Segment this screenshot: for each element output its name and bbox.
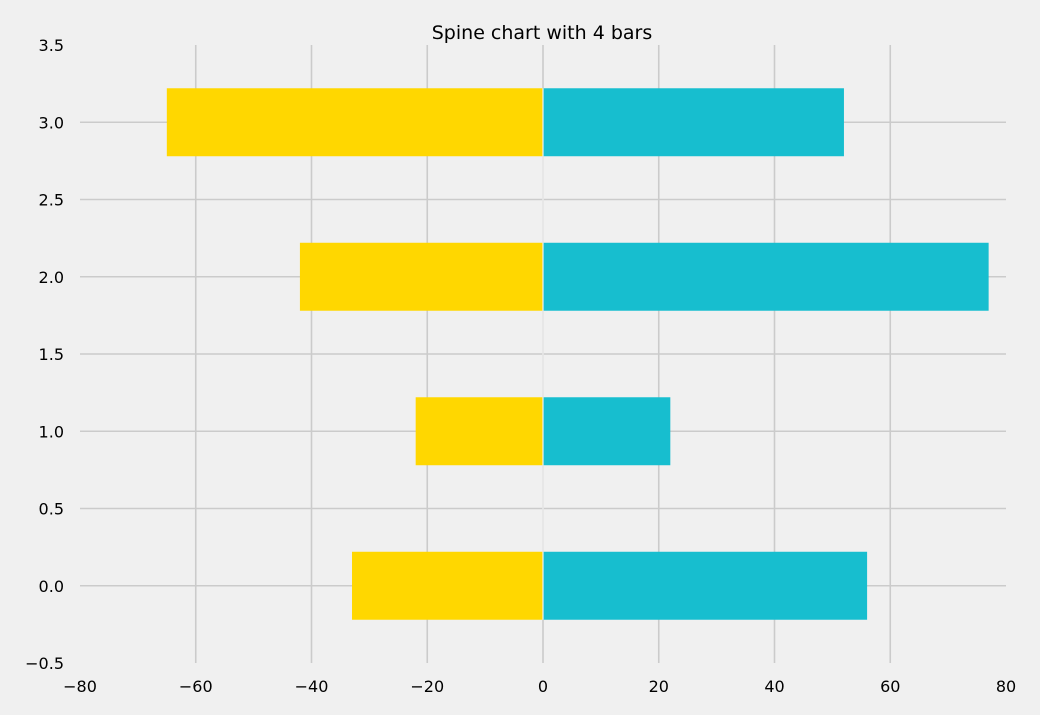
- y-tick-label: 3.0: [39, 113, 64, 132]
- bar-negative-3: [166, 88, 543, 157]
- x-tick-label: −20: [410, 677, 444, 696]
- y-tick-label: 1.0: [39, 422, 64, 441]
- y-axis-ticks: −0.5 0.0 0.5 1.0 1.5 2.0 2.5 3.0 3.5: [25, 36, 64, 673]
- bar-positive-2: [543, 242, 989, 311]
- x-tick-label: −60: [179, 677, 213, 696]
- y-tick-label: 1.5: [39, 345, 64, 364]
- x-tick-label: −80: [63, 677, 97, 696]
- bar-negative-1: [415, 397, 543, 466]
- bar-negative-0: [352, 551, 543, 620]
- x-tick-label: 0: [538, 677, 548, 696]
- y-tick-label: 0.5: [39, 500, 64, 519]
- chart-title: Spine chart with 4 bars: [432, 22, 653, 44]
- x-tick-label: 60: [880, 677, 900, 696]
- y-tick-label: 2.0: [39, 268, 64, 287]
- bar-positive-0: [543, 551, 868, 620]
- y-tick-label: 3.5: [39, 36, 64, 55]
- x-tick-label: 20: [649, 677, 669, 696]
- y-tick-label: −0.5: [25, 654, 64, 673]
- bar-positive-3: [543, 88, 844, 157]
- x-tick-label: 80: [996, 677, 1016, 696]
- x-tick-label: 40: [764, 677, 784, 696]
- bars-layer: [166, 88, 989, 620]
- bar-negative-2: [299, 242, 543, 311]
- x-axis-ticks: −80 −60 −40 −20 0 20 40 60 80: [63, 677, 1016, 696]
- y-tick-label: 2.5: [39, 191, 64, 210]
- x-tick-label: −40: [295, 677, 329, 696]
- bar-positive-1: [543, 397, 671, 466]
- y-tick-label: 0.0: [39, 577, 64, 596]
